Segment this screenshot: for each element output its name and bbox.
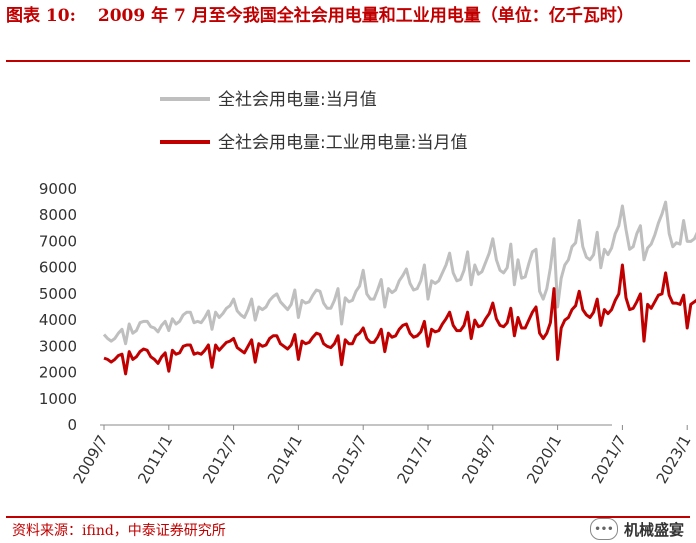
figure-title-text: 2009 年 7 月至今我国全社会用电量和工业用电量（单位：亿千瓦时） bbox=[97, 6, 634, 26]
x-tick-label: 2014/1 bbox=[264, 432, 306, 487]
y-tick-label: 6000 bbox=[39, 259, 77, 277]
y-tick-label: 1000 bbox=[39, 390, 77, 408]
axes bbox=[100, 424, 688, 430]
y-tick-label: 2000 bbox=[39, 364, 77, 382]
legend-label: 全社会用电量:工业用电量:当月值 bbox=[218, 133, 467, 153]
y-tick-label: 7000 bbox=[39, 232, 77, 250]
series-industry-line bbox=[103, 263, 696, 376]
title-rule bbox=[6, 60, 690, 62]
source-note: 资料来源：ifind，中泰证券研究所 bbox=[12, 523, 226, 539]
x-tick-label: 2017/1 bbox=[393, 432, 435, 487]
watermark-text: 机械盛宴 bbox=[623, 520, 684, 539]
series-total-line bbox=[102, 200, 696, 346]
y-tick-label: 4000 bbox=[39, 311, 77, 329]
y-tick-label: 5000 bbox=[39, 285, 77, 303]
y-tick-label: 8000 bbox=[39, 206, 77, 224]
legend-label: 全社会用电量:当月值 bbox=[218, 90, 377, 110]
series-group bbox=[102, 200, 696, 376]
wechat-icon: ••• bbox=[589, 518, 618, 540]
x-axis: 2009/7 2011/1 2012/7 2014/1 2015/7 2017/1 2018… bbox=[69, 432, 694, 487]
x-tick-label: 2020/1 bbox=[523, 432, 565, 487]
figure-label: 图表 10: bbox=[6, 6, 76, 26]
x-tick-label: 2012/7 bbox=[199, 432, 241, 487]
y-axis: 9000 8000 7000 6000 5000 4000 3000 2000 1000 0 bbox=[39, 180, 77, 434]
footer-rule bbox=[6, 516, 690, 518]
y-tick-label: 0 bbox=[67, 416, 77, 434]
x-tick-label: 2011/1 bbox=[134, 432, 176, 487]
x-tick-label: 2018/7 bbox=[458, 432, 500, 487]
y-tick-label: 3000 bbox=[39, 337, 77, 355]
x-tick-label: 2021/7 bbox=[588, 432, 630, 487]
x-tick-label: 2015/7 bbox=[329, 432, 371, 487]
x-tick-label: 2009/7 bbox=[69, 432, 111, 487]
watermark: ••• 机械盛宴 bbox=[589, 518, 684, 540]
y-tick-label: 9000 bbox=[39, 180, 77, 198]
chart-title: 图表 10: 2009 年 7 月至今我国全社会用电量和工业用电量（单位：亿千瓦时… bbox=[6, 4, 690, 29]
x-tick-label: 2023/1 bbox=[653, 432, 695, 487]
